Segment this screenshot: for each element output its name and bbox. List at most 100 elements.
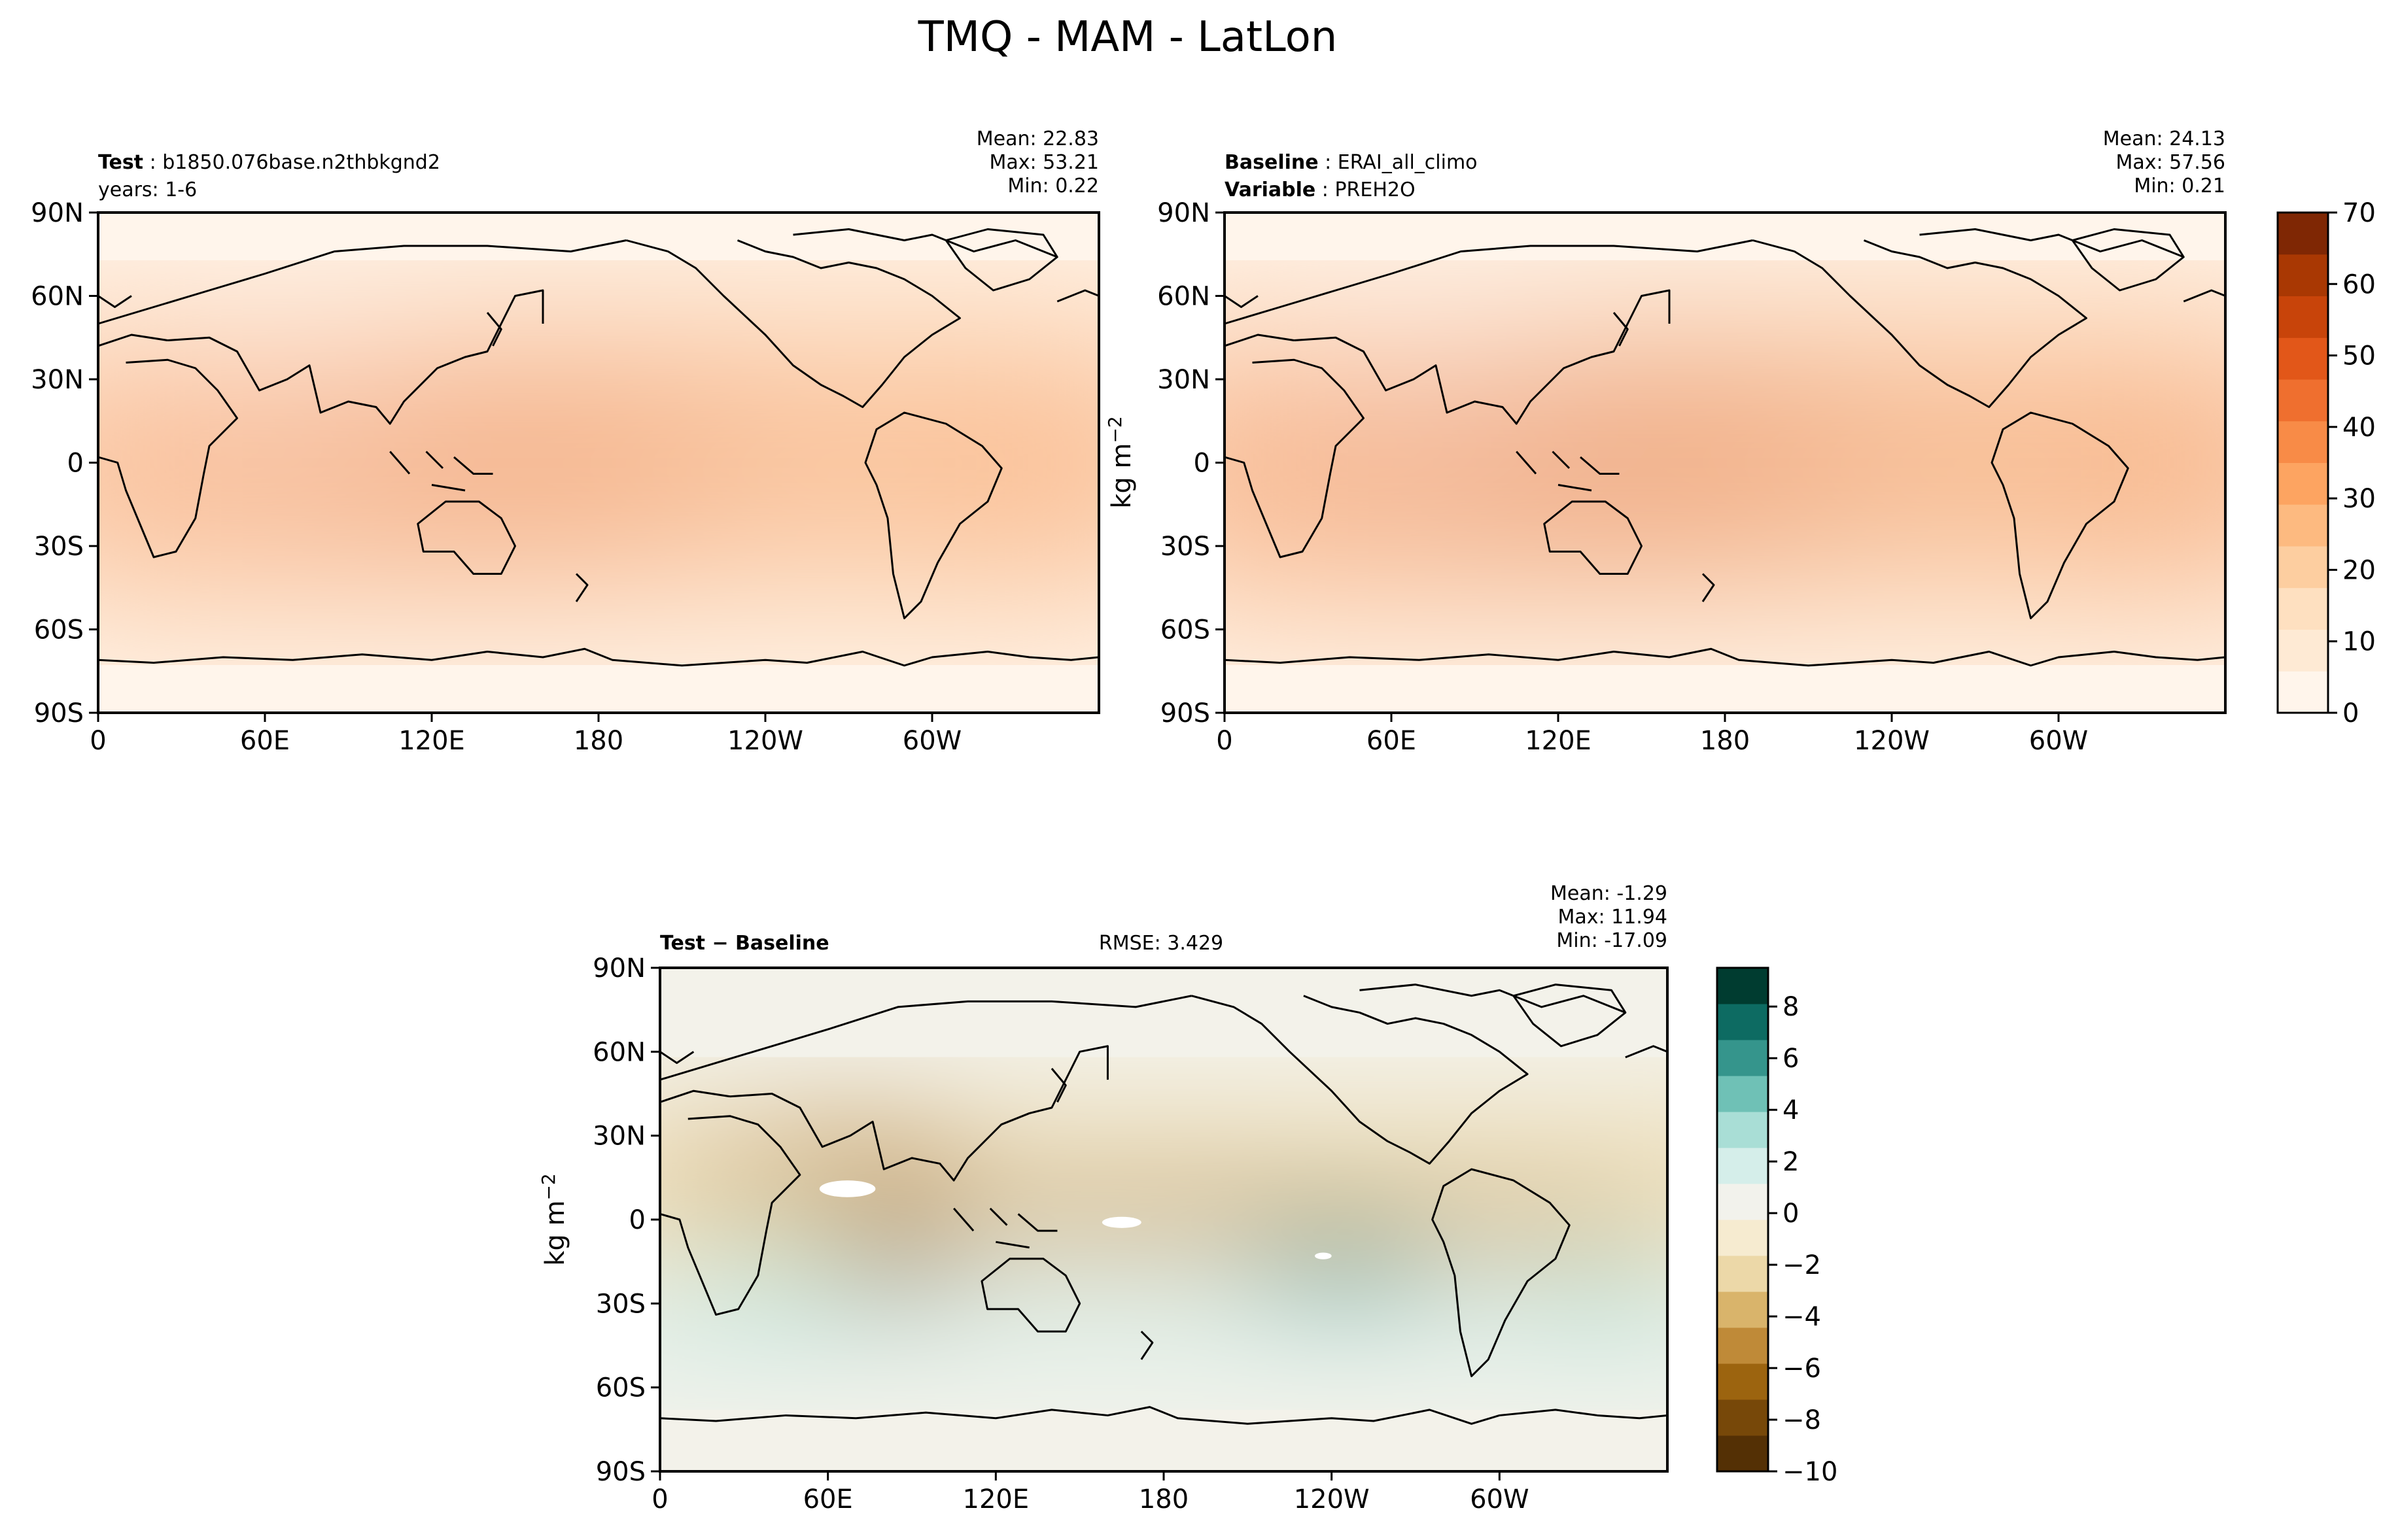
diff-min: Min: -17.09	[1556, 929, 1667, 952]
colorbar-diff-tick-label: 0	[1783, 1199, 1799, 1229]
colorbar-main-band	[2278, 337, 2328, 380]
diff-max: Max: 11.94	[1557, 906, 1667, 929]
colorbar-diff-tick-label: 8	[1783, 992, 1799, 1022]
colorbar-main-tick-label: 30	[2342, 484, 2376, 514]
colorbar-diff-band	[1717, 1327, 1768, 1364]
test-max: Max: 53.21	[989, 151, 1099, 174]
diff-label: Test − Baseline	[660, 932, 829, 955]
baseline-ytick-label: 90S	[1160, 698, 1210, 728]
colorbar-diff-band	[1717, 1004, 1768, 1040]
baseline-ylabel: kg m−2	[1104, 416, 1137, 509]
baseline-mean: Mean: 24.13	[2103, 128, 2225, 150]
baseline-max: Max: 57.56	[2115, 151, 2225, 174]
test-ytick-label: 60N	[31, 282, 84, 312]
test-xtick-label: 120W	[727, 726, 803, 756]
colorbar-diff-band	[1717, 1399, 1768, 1436]
test-ytick-label: 30N	[31, 365, 84, 395]
colorbar-diff-band	[1717, 1112, 1768, 1148]
colorbar-main-band	[2278, 254, 2328, 296]
colorbar-main-tick-label: 20	[2342, 555, 2376, 585]
colorbar-diff-tick-label: −6	[1783, 1354, 1821, 1384]
baseline-xtick-label: 180	[1700, 726, 1750, 756]
diff-ytick-label: 60N	[593, 1037, 646, 1067]
colorbar-diff-tick-label: 4	[1783, 1095, 1799, 1125]
baseline-variable: Variable : PREH2O	[1225, 179, 1416, 201]
diff-ytick-label: 0	[629, 1205, 646, 1235]
colorbar-diff-band	[1717, 968, 1768, 1004]
baseline-xtick-label: 0	[1216, 726, 1232, 756]
test-ytick-label: 90N	[31, 198, 84, 228]
colorbar-diff-band	[1717, 1363, 1768, 1400]
colorbar-main-tick-label: 0	[2342, 698, 2359, 728]
colorbar-main-band	[2278, 379, 2328, 422]
test-years: years: 1-6	[98, 179, 197, 201]
baseline-ytick-label: 30S	[1160, 532, 1210, 562]
panel-baseline: Baseline : ERAI_all_climo Variable : PRE…	[1104, 128, 2337, 714]
colorbar-diff-band	[1717, 1148, 1768, 1184]
colorbar-diff-band	[1717, 1435, 1768, 1472]
colorbar-diff-tick-label: 2	[1783, 1147, 1799, 1177]
test-xtick-label: 120E	[398, 726, 465, 756]
diff-mean: Mean: -1.29	[1550, 882, 1667, 905]
colorbar-diff-band	[1717, 1040, 1768, 1076]
colorbar-main-band	[2278, 587, 2328, 630]
colorbar-diff-tick-label: −8	[1783, 1405, 1821, 1435]
colorbar-diff-band	[1717, 1220, 1768, 1256]
colorbar-main	[2276, 211, 2329, 714]
colorbar-diff-band	[1717, 1076, 1768, 1112]
baseline-xtick-label: 120E	[1525, 726, 1591, 756]
colorbar-diff-frame	[1716, 967, 1769, 1473]
colorbar-diff-band	[1717, 1292, 1768, 1328]
colorbar-diff-tick-label: −2	[1783, 1250, 1821, 1280]
colorbar-diff-tick-label: −10	[1783, 1457, 1837, 1487]
test-min: Min: 0.22	[1007, 175, 1099, 197]
panel-diff: Test − Baseline RMSE: 3.429 Mean: -1.29 …	[538, 882, 1669, 1473]
colorbar-main-tick-label: 40	[2342, 413, 2376, 443]
diff-ytick-label: 90N	[593, 953, 646, 984]
colorbar-main-frame	[2276, 211, 2329, 714]
figure-title: TMQ - MAM - LatLon	[918, 13, 1338, 61]
test-xtick-label: 60W	[903, 726, 962, 756]
colorbar-main-band	[2278, 546, 2328, 589]
diff-xtick-label: 180	[1139, 1484, 1189, 1514]
test-xtick-label: 180	[574, 726, 623, 756]
baseline-ytick-label: 60S	[1160, 615, 1210, 645]
diff-ytick-label: 30S	[596, 1289, 646, 1319]
diff-xtick-label: 60W	[1470, 1484, 1529, 1514]
colorbar-diff-band	[1717, 1184, 1768, 1220]
baseline-ytick-label: 60N	[1157, 282, 1210, 312]
baseline-label: Baseline : ERAI_all_climo	[1225, 151, 1478, 174]
colorbar-diff-band	[1717, 1256, 1768, 1292]
colorbar-main-band	[2278, 213, 2328, 255]
baseline-map	[1113, 213, 2337, 713]
colorbar-main-tick-label: 70	[2342, 198, 2376, 228]
colorbar-main-band	[2278, 629, 2328, 672]
test-ytick-label: 60S	[34, 615, 84, 645]
colorbar-main-tick-label: 50	[2342, 341, 2376, 371]
baseline-xtick-label: 120W	[1854, 726, 1930, 756]
diff-ytick-label: 60S	[596, 1373, 646, 1403]
colorbar-main-band	[2278, 420, 2328, 463]
diff-xtick-label: 0	[652, 1484, 668, 1514]
diff-xtick-label: 120W	[1294, 1484, 1370, 1514]
diff-ytick-label: 30N	[593, 1121, 646, 1152]
colorbar-diff-tick-label: 6	[1783, 1044, 1799, 1074]
colorbar-main-band	[2278, 462, 2328, 505]
baseline-min: Min: 0.21	[2134, 175, 2225, 197]
test-ytick-label: 90S	[34, 698, 84, 728]
colorbar-main-tick-label: 60	[2342, 269, 2376, 299]
colorbar-diff	[1716, 967, 1769, 1473]
baseline-xtick-label: 60E	[1366, 726, 1416, 756]
colorbar-main-band	[2278, 671, 2328, 713]
test-ytick-label: 0	[67, 449, 84, 479]
test-xtick-label: 60E	[240, 726, 290, 756]
baseline-ytick-label: 0	[1194, 449, 1210, 479]
diff-rmse: RMSE: 3.429	[1099, 932, 1223, 955]
test-label: Test : b1850.076base.n2thbkgnd2	[98, 151, 440, 174]
diff-xtick-label: 120E	[963, 1484, 1030, 1514]
test-ytick-label: 30S	[34, 532, 84, 562]
diff-ytick-label: 90S	[596, 1457, 646, 1487]
test-xtick-label: 0	[90, 726, 106, 756]
baseline-xtick-label: 60W	[2029, 726, 2088, 756]
